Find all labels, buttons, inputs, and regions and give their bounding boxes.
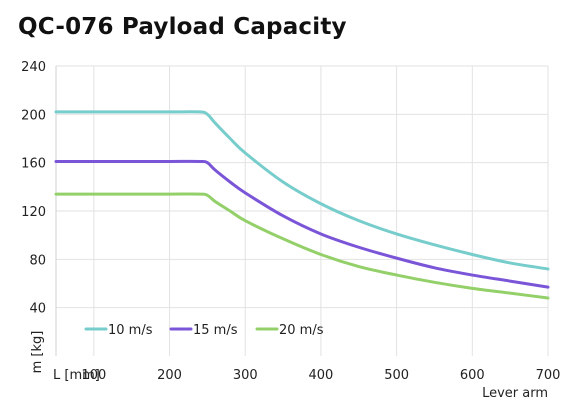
y-tick-label: 80 xyxy=(29,253,46,268)
legend-label-3: 20 m/s xyxy=(279,323,324,338)
y-tick-label: 40 xyxy=(29,302,46,317)
x-unit-label: L [mm] xyxy=(53,368,100,383)
legend-label-1: 10 m/s xyxy=(108,323,153,338)
series-line-2 xyxy=(54,159,550,289)
x-tick-label: 300 xyxy=(233,368,258,383)
legend: 10 m/s 15 m/s 20 m/s xyxy=(84,323,324,338)
x-tick-label: 400 xyxy=(309,368,334,383)
grid xyxy=(56,65,549,356)
y-tick-label: 200 xyxy=(21,108,46,123)
x-tick-label: 100 xyxy=(81,368,106,383)
y-tick-label: 240 xyxy=(21,60,46,75)
x-tick-label: 200 xyxy=(157,368,182,383)
x-axis-label: Lever arm xyxy=(482,386,548,401)
chart-title: QC-076 Payload Capacity xyxy=(18,14,347,40)
x-tick-label: 500 xyxy=(384,368,409,383)
x-tick-label: 600 xyxy=(460,368,485,383)
y-tick-label: 120 xyxy=(21,205,46,220)
series-lines xyxy=(54,110,550,300)
x-tick-label: 700 xyxy=(536,368,561,383)
series-line-1 xyxy=(54,110,550,271)
legend-label-2: 15 m/s xyxy=(193,323,238,338)
series-line-3 xyxy=(54,192,550,300)
y-tick-label: 160 xyxy=(21,157,46,172)
axes: 40 80 120 160 200 240 100 200 300 400 500 600 700 L [… xyxy=(21,60,560,401)
y-axis-label: m [kg] xyxy=(30,331,45,374)
